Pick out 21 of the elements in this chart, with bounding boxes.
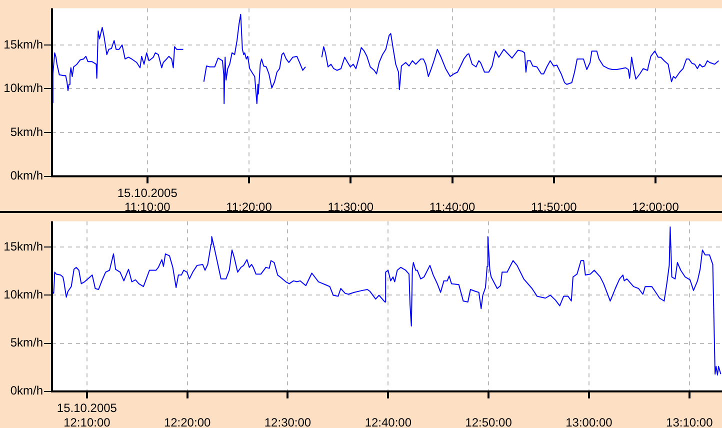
y-tick-label: 5km/h [10,336,43,350]
x-tick-label: 12:50:00 [465,415,512,428]
y-tick-label: 0km/h [10,384,43,398]
x-tick-label: 12:40:00 [364,415,412,428]
y-tick-label: 10km/h [4,288,43,302]
y-tick-label: 5km/h [10,124,43,139]
x-tick-label: 12:30:00 [264,415,312,428]
x-tick-label: 11:40:00 [429,200,476,214]
x-tick-label: 13:00:00 [566,415,613,428]
x-tick-label: 13:10:00 [666,415,714,428]
x-tick-label: 11:30:00 [328,200,374,214]
x-tick-label: 12:00:00 [632,200,680,214]
x-tick-label: 11:20:00 [226,200,272,214]
x-tick-label: 11:50:00 [530,200,578,214]
x-tick-label: 15.10.2005 11:10:00 [117,186,178,214]
y-tick-label: 10km/h [4,81,43,96]
y-tick-label: 0km/h [10,168,43,183]
x-tick-label: 12:20:00 [164,415,211,428]
y-tick-label: 15km/h [4,37,43,52]
y-tick-label: 15km/h [4,239,43,254]
x-tick-label: 15.10.2005 12:10:00 [56,400,118,428]
